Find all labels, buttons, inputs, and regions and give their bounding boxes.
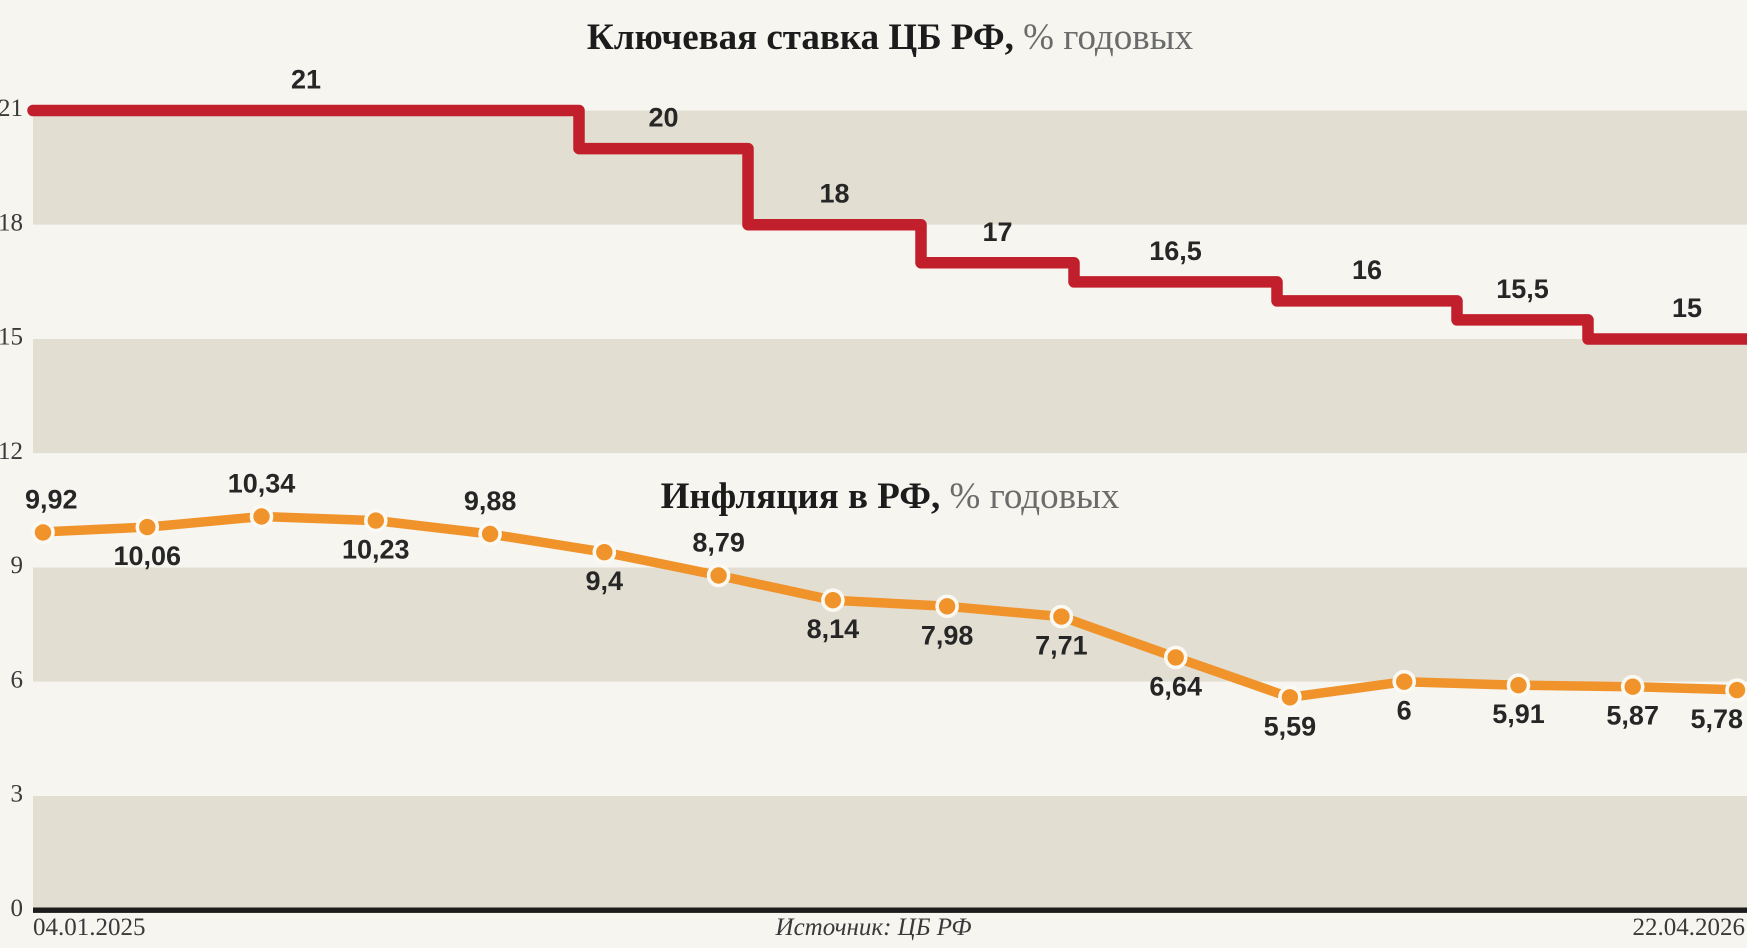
svg-text:7,98: 7,98 (921, 620, 974, 650)
svg-text:10,06: 10,06 (114, 541, 182, 571)
svg-text:5,59: 5,59 (1264, 711, 1317, 741)
svg-text:20: 20 (648, 103, 678, 133)
svg-text:15: 15 (0, 324, 23, 351)
svg-text:7,71: 7,71 (1035, 631, 1088, 661)
svg-text:18: 18 (819, 179, 849, 209)
svg-text:6: 6 (1397, 696, 1412, 726)
svg-text:12: 12 (0, 438, 23, 465)
svg-text:18: 18 (0, 209, 23, 236)
svg-text:17: 17 (982, 217, 1012, 247)
svg-text:6,64: 6,64 (1149, 671, 1202, 701)
svg-text:21: 21 (0, 95, 23, 122)
svg-text:9: 9 (11, 552, 24, 579)
svg-text:8,14: 8,14 (807, 614, 860, 644)
svg-text:9,4: 9,4 (586, 566, 624, 596)
svg-text:5,87: 5,87 (1606, 701, 1659, 731)
svg-text:6: 6 (11, 666, 24, 693)
svg-text:8,79: 8,79 (692, 528, 745, 558)
svg-text:5,78: 5,78 (1690, 704, 1743, 734)
svg-text:15: 15 (1672, 293, 1702, 323)
svg-text:16: 16 (1352, 255, 1382, 285)
svg-text:5,91: 5,91 (1492, 699, 1545, 729)
svg-text:15,5: 15,5 (1496, 274, 1549, 304)
svg-text:3: 3 (11, 781, 24, 808)
svg-text:16,5: 16,5 (1149, 236, 1202, 266)
svg-text:21: 21 (291, 65, 321, 95)
svg-text:10,23: 10,23 (342, 535, 410, 565)
